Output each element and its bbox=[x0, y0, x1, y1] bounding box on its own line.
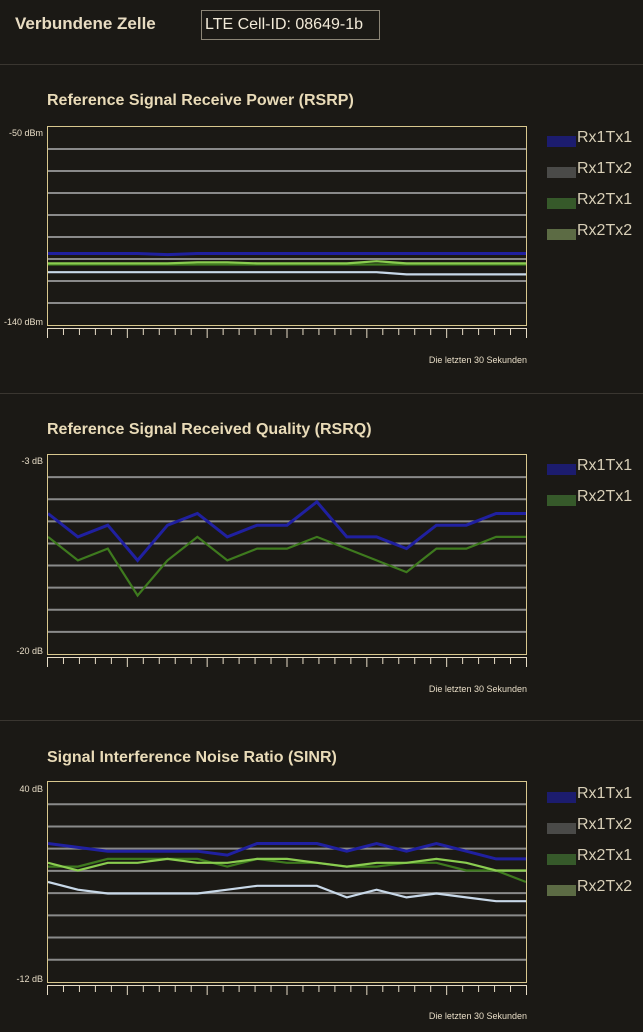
legend-label-rx2tx2: Rx2Tx2 bbox=[577, 878, 633, 895]
sinr-plot-svg bbox=[48, 803, 526, 961]
legend-swatch-rx1tx1 bbox=[547, 792, 576, 803]
rsrp-section: Reference Signal Receive Power (RSRP) -5… bbox=[0, 65, 643, 394]
sinr-section: Signal Interference Noise Ratio (SINR) 4… bbox=[0, 721, 643, 1031]
sinr-plot bbox=[47, 781, 527, 983]
series-line-rx1tx2 bbox=[48, 271, 526, 276]
series-line-rx2tx2 bbox=[48, 260, 526, 265]
rsrq-section: Reference Signal Received Quality (RSRQ)… bbox=[0, 394, 643, 721]
series-line-rx2tx1 bbox=[48, 535, 526, 598]
legend-label-rx1tx1: Rx1Tx1 bbox=[577, 457, 633, 474]
cell-id-field: LTE Cell-ID: 08649-1b bbox=[201, 10, 380, 40]
legend-swatch-rx1tx1 bbox=[547, 464, 576, 475]
rsrp-plot bbox=[47, 126, 527, 326]
legend-label-rx2tx1: Rx2Tx1 bbox=[577, 191, 633, 208]
sinr-x-axis-ticks bbox=[47, 985, 527, 995]
rsrp-title: Reference Signal Receive Power (RSRP) bbox=[47, 92, 354, 109]
legend-swatch-rx2tx2 bbox=[547, 885, 576, 896]
legend-label-rx1tx1: Rx1Tx1 bbox=[577, 129, 633, 146]
sinr-ymin-label: -12 dB bbox=[16, 974, 43, 984]
legend-swatch-rx1tx1 bbox=[547, 136, 576, 147]
series-line-rx1tx1 bbox=[48, 841, 526, 861]
series-line-rx1tx2 bbox=[48, 880, 526, 903]
sinr-title: Signal Interference Noise Ratio (SINR) bbox=[47, 749, 337, 766]
rsrq-plot-svg bbox=[48, 476, 526, 633]
rsrq-plot bbox=[47, 454, 527, 655]
legend-swatch-rx1tx2 bbox=[547, 823, 576, 834]
series-line-rx2tx1 bbox=[48, 857, 526, 884]
rsrp-x-axis bbox=[47, 328, 528, 340]
rsrq-ymax-label: -3 dB bbox=[21, 456, 43, 466]
legend-label-rx2tx1: Rx2Tx1 bbox=[577, 488, 633, 505]
legend-swatch-rx2tx1 bbox=[547, 495, 576, 506]
legend-swatch-rx2tx1 bbox=[547, 854, 576, 865]
legend-swatch-rx2tx2 bbox=[547, 229, 576, 240]
connected-cell-label: Verbundene Zelle bbox=[15, 14, 156, 33]
connected-cell-header: Verbundene Zelle LTE Cell-ID: 08649-1b bbox=[0, 0, 643, 65]
legend-swatch-rx2tx1 bbox=[547, 198, 576, 209]
rsrp-x-label: Die letzten 30 Sekunden bbox=[428, 355, 527, 365]
legend-label-rx2tx2: Rx2Tx2 bbox=[577, 222, 633, 239]
series-line-rx1tx1 bbox=[48, 252, 526, 257]
legend-swatch-rx1tx2 bbox=[547, 167, 576, 178]
series-line-rx1tx1 bbox=[48, 499, 526, 563]
rsrp-x-axis-ticks bbox=[47, 328, 527, 338]
legend-label-rx1tx2: Rx1Tx2 bbox=[577, 160, 633, 177]
rsrq-title: Reference Signal Received Quality (RSRQ) bbox=[47, 421, 372, 438]
rsrp-ymax-label: -50 dBm bbox=[8, 128, 43, 138]
rsrp-plot-svg bbox=[48, 148, 526, 304]
rsrq-ymin-label: -20 dB bbox=[16, 646, 43, 656]
series-line-rx2tx2 bbox=[48, 857, 526, 872]
rsrq-x-axis-ticks bbox=[47, 657, 527, 667]
legend-label-rx1tx1: Rx1Tx1 bbox=[577, 785, 633, 802]
sinr-x-label: Die letzten 30 Sekunden bbox=[428, 1011, 527, 1021]
legend-label-rx1tx2: Rx1Tx2 bbox=[577, 816, 633, 833]
legend-label-rx2tx1: Rx2Tx1 bbox=[577, 847, 633, 864]
rsrp-ymin-label: -140 dBm bbox=[3, 317, 43, 327]
rsrq-x-label: Die letzten 30 Sekunden bbox=[428, 684, 527, 694]
sinr-x-axis bbox=[47, 985, 528, 997]
rsrq-x-axis bbox=[47, 657, 528, 669]
sinr-ymax-label: 40 dB bbox=[19, 784, 43, 794]
